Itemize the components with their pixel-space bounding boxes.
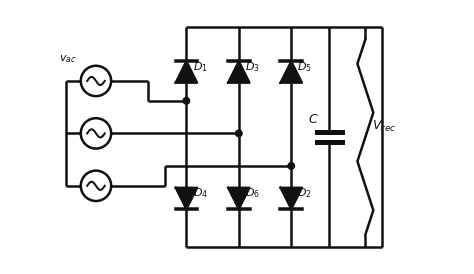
Text: $D_5$: $D_5$ — [297, 60, 312, 74]
Circle shape — [183, 98, 190, 104]
Polygon shape — [175, 61, 197, 83]
Text: $D_6$: $D_6$ — [245, 187, 260, 201]
Text: $C$: $C$ — [308, 113, 318, 126]
Circle shape — [236, 130, 242, 137]
Text: $D_4$: $D_4$ — [192, 187, 208, 201]
Polygon shape — [175, 188, 197, 209]
Polygon shape — [281, 61, 302, 83]
Text: $D_2$: $D_2$ — [297, 187, 312, 201]
Text: $v_{ac}$: $v_{ac}$ — [59, 53, 77, 65]
Text: $D_1$: $D_1$ — [192, 60, 207, 74]
Polygon shape — [281, 188, 302, 209]
Circle shape — [288, 163, 294, 169]
Text: $D_3$: $D_3$ — [245, 60, 260, 74]
Polygon shape — [228, 188, 250, 209]
Text: $V_{rec}$: $V_{rec}$ — [372, 119, 396, 134]
Polygon shape — [228, 61, 250, 83]
